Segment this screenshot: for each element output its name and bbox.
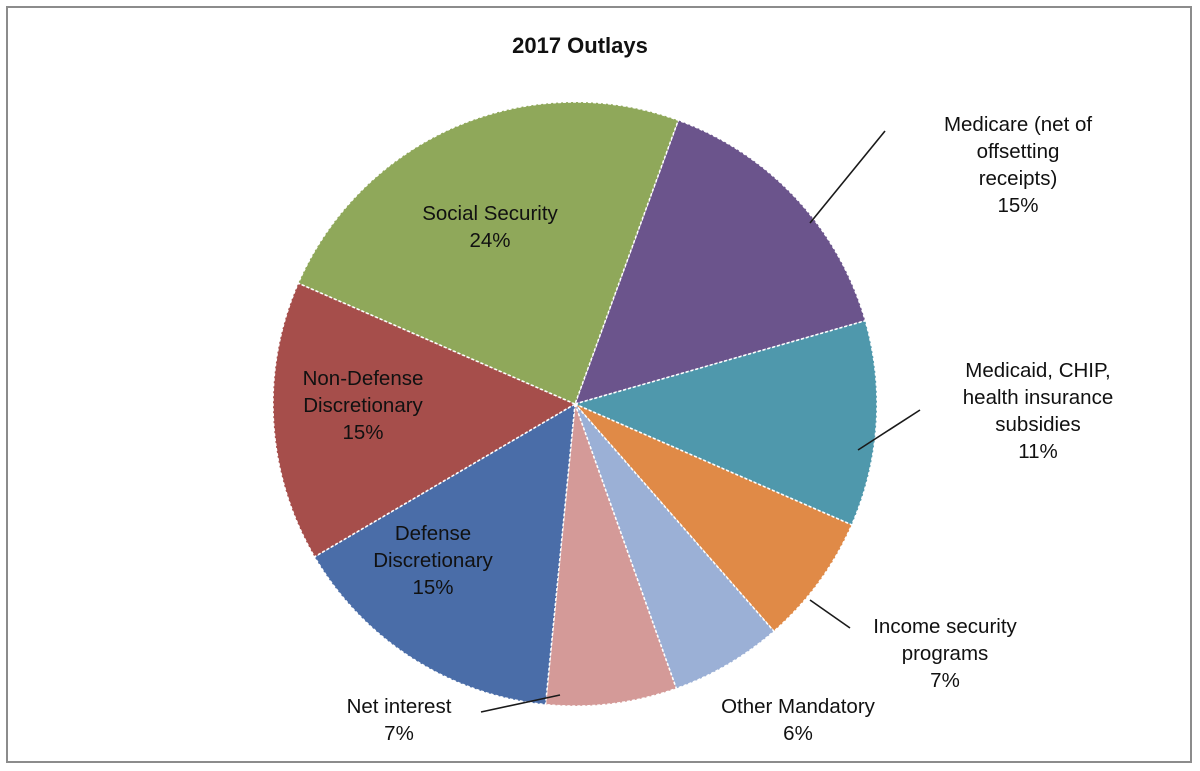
- slice-name-label: offsetting: [977, 140, 1060, 163]
- slice-name-label: Net interest: [347, 695, 452, 718]
- pie-slice-1: [572, 319, 878, 526]
- pie-slice-6: [272, 282, 577, 558]
- leader-line-1: [857, 409, 921, 451]
- slice-name-label: subsidies: [995, 413, 1080, 436]
- pie-slice-5: [313, 402, 576, 706]
- pie-slice-0: [573, 119, 867, 406]
- slice-percent-label: 6%: [783, 722, 813, 745]
- slice-name-label: programs: [902, 642, 989, 665]
- leader-line-4: [480, 694, 561, 713]
- slice-name-label: Medicare (net of: [944, 113, 1092, 136]
- slice-percent-label: 15%: [412, 576, 453, 599]
- slice-percent-label: 7%: [384, 722, 414, 745]
- slice-labels: Medicare (net of offsetting receipts) 15% Me…: [303, 113, 1114, 745]
- pie-slice-2: [574, 403, 853, 633]
- slice-name-label: Social Security: [422, 202, 558, 225]
- pie-slice-7: [297, 101, 680, 406]
- leader-line-0: [809, 130, 886, 224]
- slice-percent-label: 24%: [469, 229, 510, 252]
- slice-name-label: Discretionary: [373, 549, 493, 572]
- slice-percent-label: 15%: [997, 194, 1038, 217]
- slice-percent-label: 7%: [930, 669, 960, 692]
- slice-percent-label: 15%: [342, 421, 383, 444]
- slice-percent-label: 11%: [1018, 440, 1058, 463]
- leader-lines: [480, 130, 921, 713]
- slice-name-label: health insurance: [963, 386, 1113, 409]
- leader-line-2: [809, 599, 851, 629]
- pie-slices: [272, 101, 878, 707]
- slice-name-label: Income security: [873, 615, 1017, 638]
- slice-name-label: Defense: [395, 522, 471, 545]
- pie-slice-4: [544, 403, 678, 707]
- slice-name-label: Other Mandatory: [721, 695, 876, 718]
- slice-name-label: Medicaid, CHIP,: [965, 359, 1110, 382]
- slice-name-label: Discretionary: [303, 394, 423, 417]
- slice-name-label: Non-Defense: [303, 367, 424, 390]
- chart-title: 2017 Outlays: [512, 33, 648, 58]
- slice-name-label: receipts): [979, 167, 1058, 190]
